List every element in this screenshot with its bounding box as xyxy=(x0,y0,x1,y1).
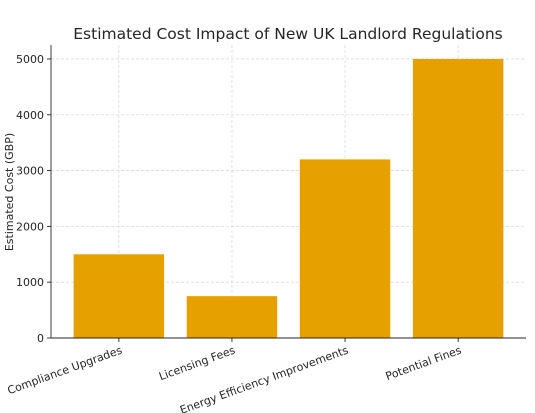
y-tick-label: 2000 xyxy=(16,220,44,233)
bar xyxy=(412,58,504,338)
bar xyxy=(186,296,278,338)
x-tick-label: Potential Fines xyxy=(384,344,464,384)
bars xyxy=(73,58,504,338)
x-ticks: Compliance Upgrades Licensing FeesEnergy … xyxy=(6,338,464,413)
y-tick-label: 0 xyxy=(37,332,44,345)
x-tick-label: Compliance Upgrades xyxy=(6,344,124,398)
x-tick-label: Licensing Fees xyxy=(157,344,237,384)
axes xyxy=(50,45,526,339)
y-tick-label: 3000 xyxy=(16,165,44,178)
y-tick-label: 4000 xyxy=(16,109,44,122)
y-tick-label: 5000 xyxy=(16,53,44,66)
bar xyxy=(73,254,165,338)
bar xyxy=(299,159,391,338)
y-ticks: 0 1000 2000 3000 4000 5000 xyxy=(16,53,51,345)
y-axis-label: Estimated Cost (GBP) xyxy=(3,133,16,251)
chart-title: Estimated Cost Impact of New UK Landlord… xyxy=(73,25,502,43)
y-tick-label: 1000 xyxy=(16,276,44,289)
